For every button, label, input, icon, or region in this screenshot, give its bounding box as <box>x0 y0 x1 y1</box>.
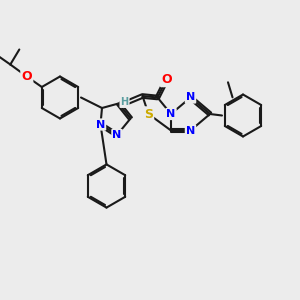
Text: N: N <box>186 92 195 103</box>
Text: O: O <box>161 73 172 86</box>
Text: N: N <box>96 119 105 130</box>
Text: N: N <box>186 125 195 136</box>
Text: N: N <box>112 130 122 140</box>
Text: S: S <box>144 107 153 121</box>
Text: H: H <box>120 97 129 107</box>
Text: O: O <box>22 70 32 83</box>
Text: N: N <box>167 109 176 119</box>
